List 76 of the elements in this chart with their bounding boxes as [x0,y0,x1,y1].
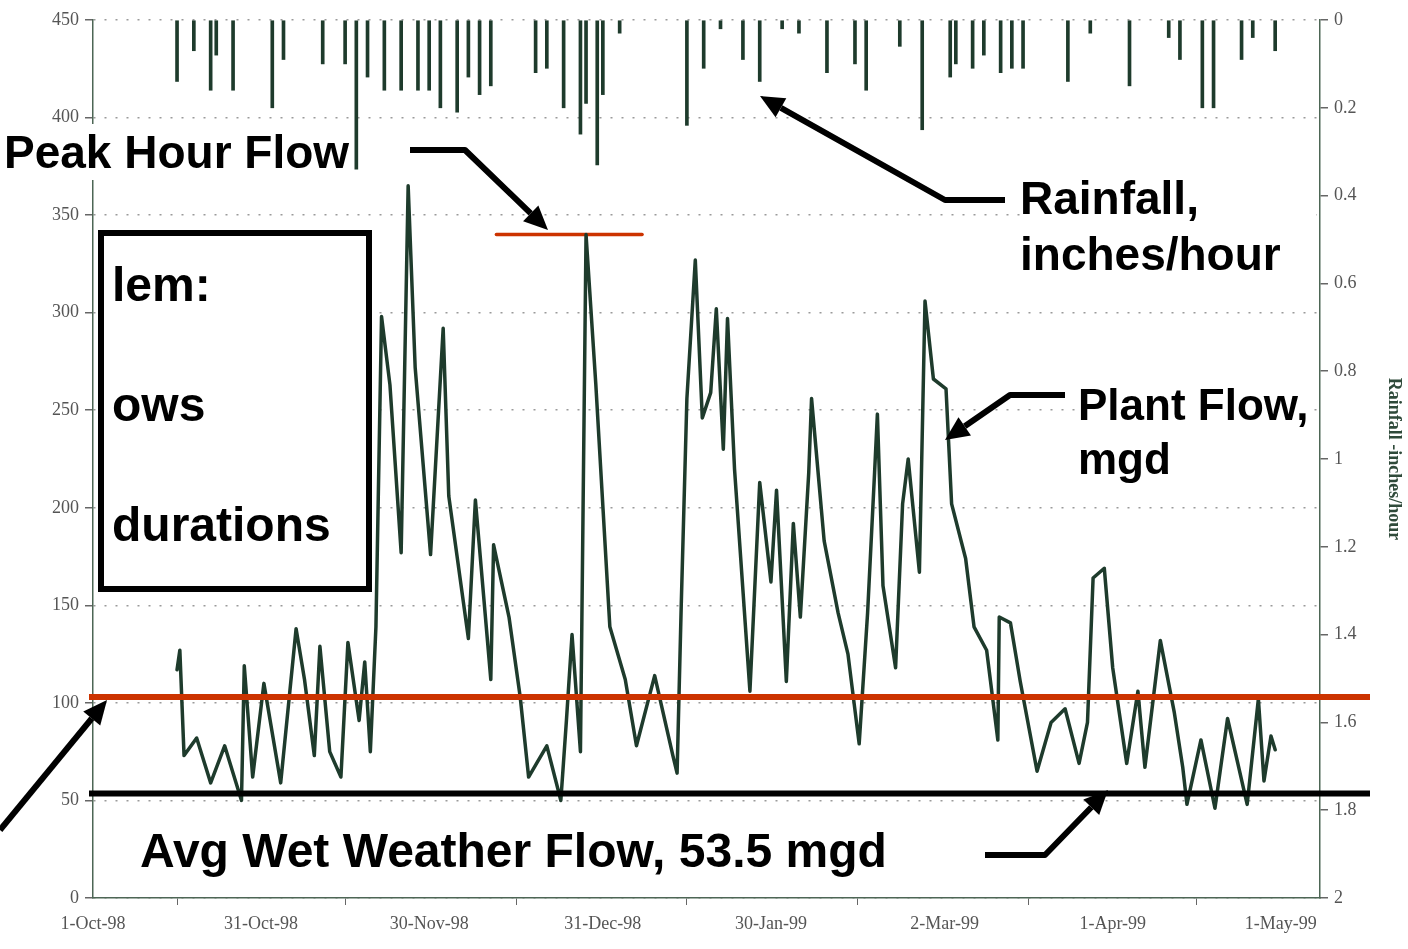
bar [270,20,275,109]
legend-label: Avg Wet Weather Flow, 53.5 mgd [140,821,887,881]
y-tick-label: 100 [52,691,79,712]
bar [920,20,925,131]
bar [897,20,902,47]
bar [1010,20,1014,69]
bar [757,20,762,82]
bar [853,20,857,65]
y-tick-label: 50 [61,789,79,810]
annotation: Peak Hour Flow [4,124,350,181]
bar [175,20,179,82]
bar [601,20,605,95]
y-tick-label: 400 [52,106,79,127]
y2-tick-label: 0.8 [1334,359,1357,380]
y2-tick-label: 0 [1334,8,1343,29]
y-tick-label: 350 [52,203,79,224]
bar [1088,20,1093,34]
y-tick-label: 250 [52,398,79,419]
bar [488,20,493,87]
bar [544,20,549,69]
x-tick-label: 30-Jan-99 [734,912,807,933]
bar [343,20,347,65]
bar [701,20,706,69]
bar [192,20,196,52]
y2-axis-title: Rainfall -inches/hour [1384,377,1405,541]
bar [948,20,953,78]
y-tick-label: 450 [52,8,79,29]
bar [797,20,801,34]
annotation: Plant Flow, mgd [1078,378,1314,486]
annotation: durations [112,496,331,555]
bar [1178,20,1182,60]
y2-tick-label: 1.2 [1334,535,1357,556]
y2-tick-label: 0.6 [1334,272,1357,293]
bar [399,20,403,91]
x-tick-label: 2-Mar-99 [910,912,979,933]
bar [982,20,986,56]
x-tick-label: 31-Dec-98 [564,912,642,933]
annotation: Rainfall, inches/hour [1020,170,1316,283]
x-tick-label: 31-Oct-98 [224,912,299,933]
bar [780,20,784,30]
annotation: ows [112,376,206,435]
y-tick-label: 150 [52,594,79,615]
x-tick-label: 1-Apr-99 [1079,912,1147,933]
y2-tick-label: 0.2 [1334,96,1357,117]
bar [214,20,219,56]
x-tick-label: 1-May-99 [1244,912,1317,933]
y2-tick-label: 1 [1334,447,1343,468]
bar [825,20,829,74]
annotation: lem: [112,256,211,315]
bar [416,20,420,91]
bar [595,20,600,166]
bar [1250,20,1255,38]
bar [741,20,745,60]
bar [231,20,235,91]
bar [1021,20,1025,69]
x-tick-label: 1-Oct-98 [60,912,126,933]
y-tick-label: 0 [70,886,79,907]
y2-tick-label: 2 [1334,886,1343,907]
bar [427,20,431,91]
bar [1273,20,1278,52]
bar [1166,20,1171,38]
bar [320,20,325,65]
bar [584,20,588,104]
bar [455,20,460,113]
y2-tick-label: 1.6 [1334,711,1357,732]
y-tick-label: 300 [52,301,79,322]
bar [953,20,958,65]
y2-tick-label: 1.4 [1334,623,1357,644]
y2-tick-label: 0.4 [1334,184,1357,205]
x-tick-label: 30-Nov-98 [389,912,469,933]
bar [1066,20,1070,82]
bar [685,20,689,126]
bar [354,20,359,170]
y-tick-label: 200 [52,496,79,517]
bar [864,20,869,91]
y2-tick-label: 1.8 [1334,798,1357,819]
